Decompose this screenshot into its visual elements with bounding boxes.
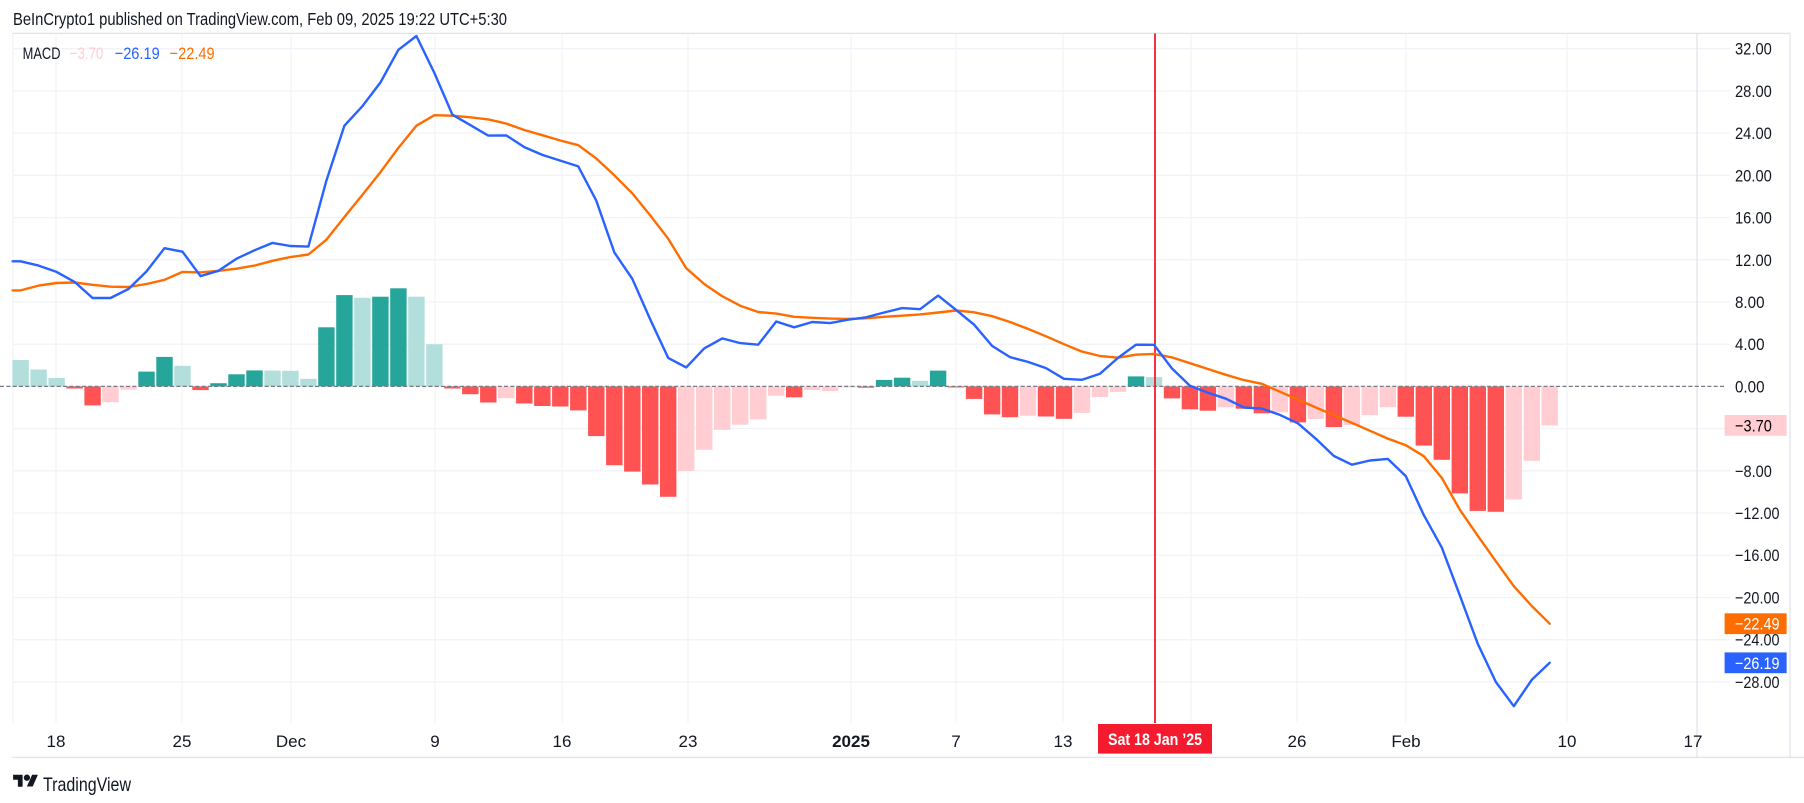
svg-text:24.00: 24.00 [1735, 124, 1772, 143]
svg-text:−28.00: −28.00 [1735, 673, 1780, 692]
svg-text:32.00: 32.00 [1735, 40, 1772, 59]
svg-text:−12.00: −12.00 [1735, 504, 1780, 523]
svg-text:Sat 18 Jan ’25: Sat 18 Jan ’25 [1108, 730, 1202, 749]
svg-text:−3.70: −3.70 [70, 44, 104, 63]
svg-text:9: 9 [430, 732, 439, 751]
svg-text:26: 26 [1288, 732, 1307, 751]
svg-text:4.00: 4.00 [1735, 335, 1765, 354]
svg-text:Dec: Dec [276, 732, 307, 751]
svg-text:18: 18 [47, 732, 66, 751]
svg-text:0.00: 0.00 [1735, 377, 1765, 396]
svg-text:−16.00: −16.00 [1735, 546, 1780, 565]
svg-text:MACD: MACD [23, 44, 61, 63]
svg-text:−24.00: −24.00 [1735, 631, 1780, 650]
svg-text:−22.49: −22.49 [1735, 615, 1780, 634]
svg-text:10: 10 [1558, 732, 1577, 751]
svg-text:12.00: 12.00 [1735, 251, 1772, 270]
svg-text:−3.70: −3.70 [1735, 416, 1772, 435]
svg-text:8.00: 8.00 [1735, 293, 1765, 312]
svg-text:2025: 2025 [832, 732, 870, 751]
svg-text:20.00: 20.00 [1735, 166, 1772, 185]
svg-text:23: 23 [679, 732, 698, 751]
svg-text:−26.19: −26.19 [115, 44, 160, 63]
svg-text:16.00: 16.00 [1735, 209, 1772, 228]
svg-text:7: 7 [951, 732, 960, 751]
svg-text:Feb: Feb [1391, 732, 1420, 751]
svg-text:28.00: 28.00 [1735, 82, 1772, 101]
svg-text:17: 17 [1684, 732, 1703, 751]
svg-text:−20.00: −20.00 [1735, 589, 1780, 608]
svg-text:−8.00: −8.00 [1735, 462, 1772, 481]
svg-text:TradingView: TradingView [43, 774, 132, 796]
svg-text:16: 16 [553, 732, 572, 751]
svg-text:−22.49: −22.49 [170, 44, 215, 63]
svg-text:13: 13 [1054, 732, 1073, 751]
svg-text:−26.19: −26.19 [1735, 654, 1780, 673]
svg-text:BeInCrypto1 published on Tradi: BeInCrypto1 published on TradingView.com… [13, 9, 507, 29]
svg-text:25: 25 [173, 732, 192, 751]
